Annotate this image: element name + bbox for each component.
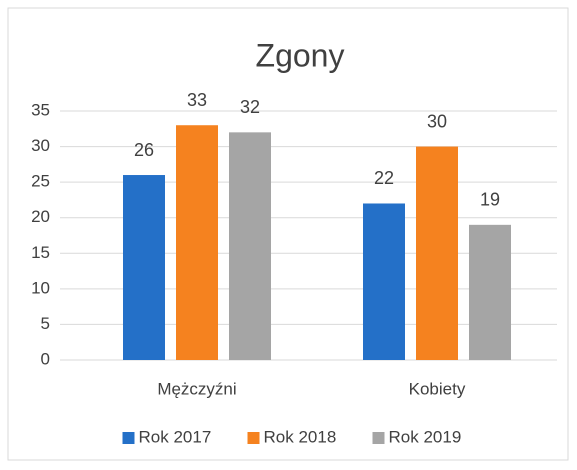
bar — [363, 203, 405, 360]
legend-label: Rok 2018 — [264, 427, 337, 446]
y-tick-label: 30 — [31, 136, 50, 155]
data-label: 26 — [134, 140, 154, 160]
y-tick-label: 5 — [41, 314, 50, 333]
x-tick-label: Kobiety — [409, 379, 466, 398]
bar — [229, 132, 271, 360]
legend-swatch — [122, 432, 135, 444]
data-label: 32 — [240, 97, 260, 117]
data-label: 30 — [427, 111, 447, 131]
x-tick-label: Mężczyźni — [157, 379, 236, 398]
legend-label: Rok 2019 — [389, 427, 462, 446]
y-tick-label: 15 — [31, 243, 50, 262]
data-label: 33 — [187, 90, 207, 110]
chart-title: Zgony — [256, 37, 345, 73]
legend-swatch — [372, 432, 385, 444]
bar — [123, 175, 165, 360]
y-tick-label: 25 — [31, 172, 50, 191]
y-tick-label: 35 — [31, 100, 50, 119]
legend-label: Rok 2017 — [139, 427, 212, 446]
data-label: 22 — [374, 168, 394, 188]
legend-swatch — [247, 432, 260, 444]
bar — [176, 125, 218, 360]
y-tick-label: 20 — [31, 207, 50, 226]
bar — [469, 224, 511, 360]
bar — [416, 146, 458, 360]
y-tick-label: 10 — [31, 278, 50, 297]
data-label: 19 — [480, 190, 500, 210]
y-tick-label: 0 — [41, 349, 50, 368]
